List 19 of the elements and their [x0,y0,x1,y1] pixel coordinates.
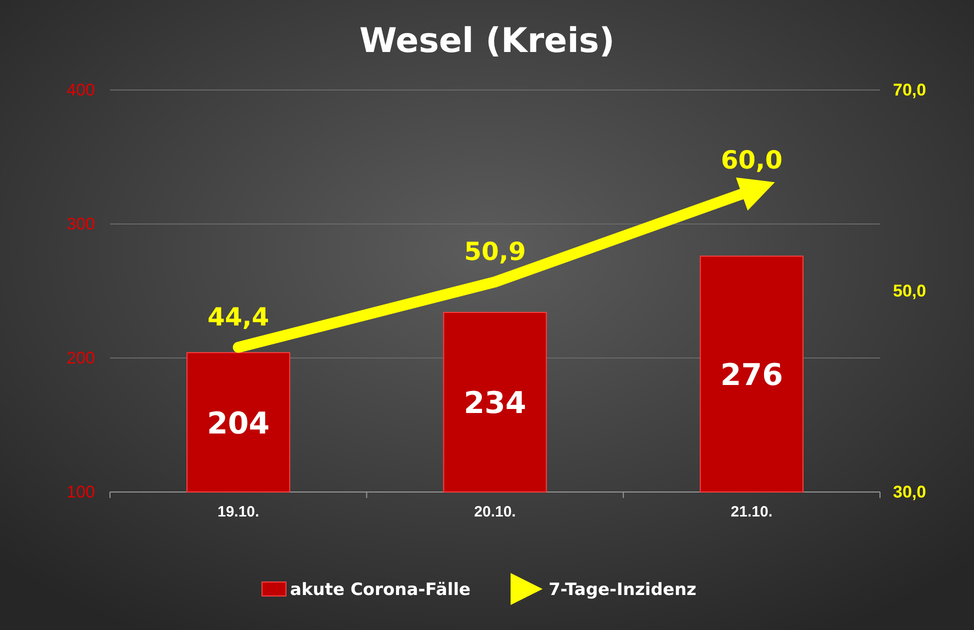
y-tick-label: 300 [66,214,95,234]
y2-tick-label: 50,0 [893,281,926,300]
y-tick-label: 400 [66,80,95,100]
data-label: 60,0 [720,146,783,174]
legend-label: 7-Tage-Inzidenz [548,580,697,600]
x-tick-label: 19.10. [217,504,260,521]
y2-tick-label: 30,0 [893,482,926,502]
y2-tick-label: 70,0 [893,80,926,100]
data-label: 204 [207,406,270,442]
chart-title: Wesel (Kreis) [359,21,615,61]
y-tick-label: 100 [66,482,95,502]
x-tick-label: 21.10. [730,504,773,521]
data-label: 234 [464,386,526,422]
data-label: 276 [720,358,783,394]
x-tick-label: 20.10. [474,504,516,521]
y-tick-label: 200 [66,348,95,368]
data-label: 50,9 [464,236,526,266]
legend-label: akute Corona-Fälle [290,580,471,600]
data-label: 44,4 [207,302,270,332]
